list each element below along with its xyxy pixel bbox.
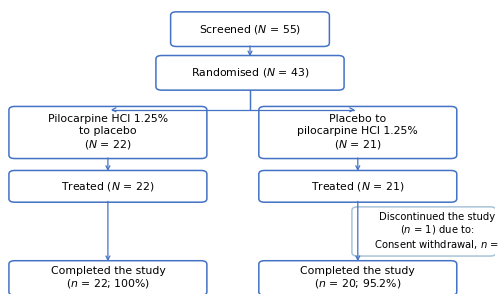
Text: Treated ($N$ = 21): Treated ($N$ = 21) bbox=[311, 180, 404, 193]
Text: Pilocarpine HCl 1.25%
to placebo
($N$ = 22): Pilocarpine HCl 1.25% to placebo ($N$ = … bbox=[48, 114, 168, 151]
FancyBboxPatch shape bbox=[352, 207, 496, 256]
Text: Discontinued the study
($n$ = 1) due to:
   Consent withdrawal, $n$ = 1: Discontinued the study ($n$ = 1) due to:… bbox=[365, 211, 500, 251]
FancyBboxPatch shape bbox=[259, 106, 457, 159]
FancyBboxPatch shape bbox=[259, 261, 457, 295]
Text: Completed the study
($n$ = 22; 100%): Completed the study ($n$ = 22; 100%) bbox=[50, 266, 166, 290]
Text: Placebo to
pilocarpine HCl 1.25%
($N$ = 21): Placebo to pilocarpine HCl 1.25% ($N$ = … bbox=[298, 114, 418, 151]
FancyBboxPatch shape bbox=[9, 261, 207, 295]
Text: Treated ($N$ = 22): Treated ($N$ = 22) bbox=[61, 180, 154, 193]
Text: Completed the study
($n$ = 20; 95.2%): Completed the study ($n$ = 20; 95.2%) bbox=[300, 266, 415, 290]
Text: Randomised ($N$ = 43): Randomised ($N$ = 43) bbox=[190, 66, 310, 79]
Text: Screened ($N$ = 55): Screened ($N$ = 55) bbox=[199, 23, 301, 36]
FancyBboxPatch shape bbox=[259, 170, 457, 202]
FancyBboxPatch shape bbox=[170, 12, 330, 47]
FancyBboxPatch shape bbox=[9, 106, 207, 159]
FancyBboxPatch shape bbox=[9, 170, 207, 202]
FancyBboxPatch shape bbox=[156, 56, 344, 90]
